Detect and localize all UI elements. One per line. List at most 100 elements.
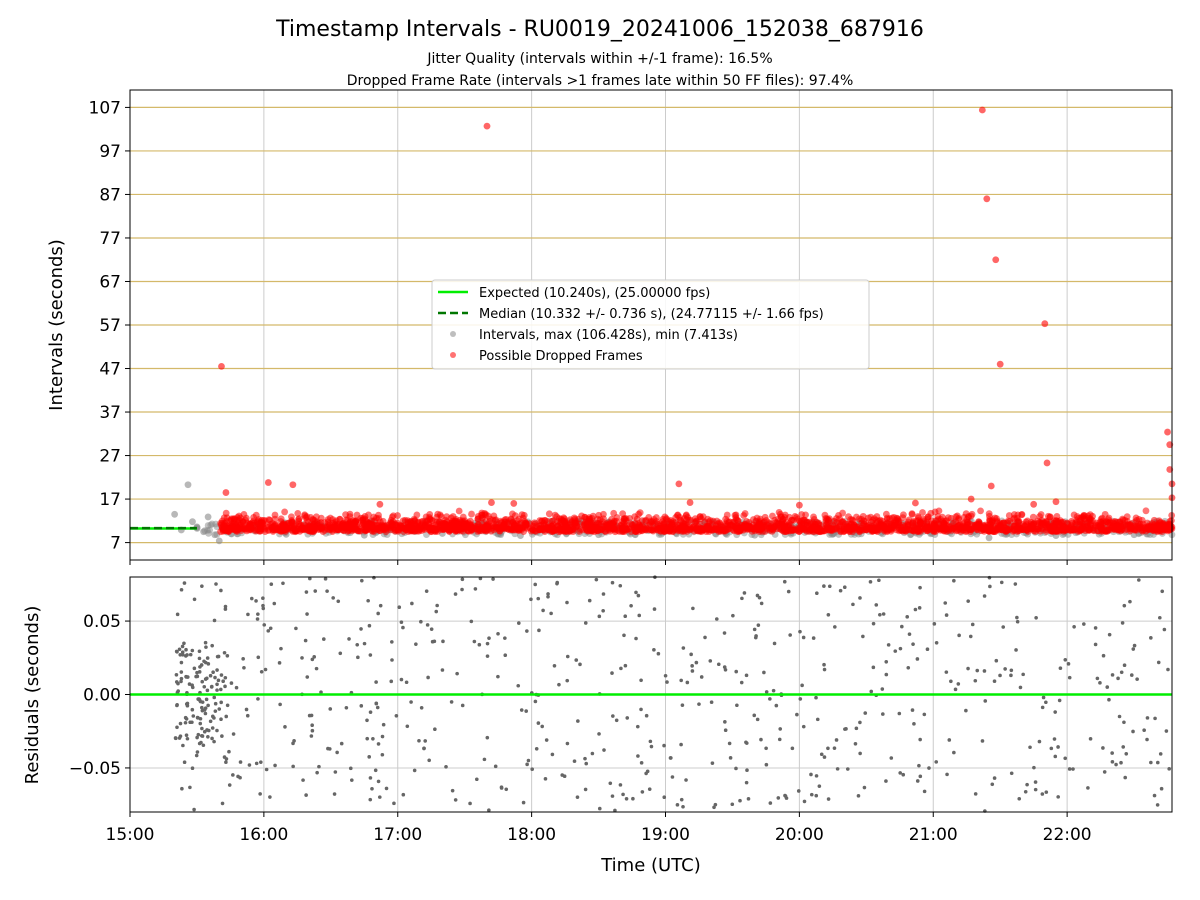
residual-point — [662, 795, 667, 800]
residual-point — [973, 792, 978, 796]
dropped-frame-point — [809, 519, 817, 527]
residual-point — [601, 608, 605, 613]
dropped-frame-point — [265, 516, 273, 524]
residual-point — [175, 725, 179, 730]
residual-point — [216, 654, 221, 659]
residual-point — [838, 588, 843, 593]
residual-point — [313, 589, 318, 593]
residual-point — [1082, 622, 1086, 626]
residual-point — [212, 618, 217, 623]
dropped-frame-point — [1142, 507, 1150, 515]
residual-point — [200, 726, 204, 731]
intervals-y-tick-label: 87 — [99, 185, 121, 205]
dropped-frame-point — [912, 499, 919, 507]
residual-point — [1122, 720, 1126, 725]
dropped-frame-point — [1029, 513, 1037, 521]
dropped-frame-point — [771, 516, 778, 524]
x-tick-label: 16:00 — [239, 825, 288, 845]
residual-point — [1122, 663, 1127, 668]
residual-point — [195, 670, 199, 675]
residual-point — [1033, 787, 1038, 792]
dropped-frame-point — [793, 514, 800, 521]
residual-point — [1149, 636, 1153, 640]
dropped-frame-point — [1166, 466, 1174, 473]
residual-point — [635, 724, 640, 729]
dropped-frame-point — [635, 510, 642, 518]
residual-point — [190, 648, 195, 653]
residual-point — [178, 721, 183, 726]
dropped-frame-point — [1089, 512, 1096, 520]
residual-point — [636, 593, 641, 598]
dropped-frame-point — [1070, 511, 1078, 519]
residual-point — [203, 711, 208, 716]
residual-point — [269, 582, 274, 587]
residual-point — [536, 596, 541, 601]
residual-point — [881, 612, 886, 616]
residual-point — [198, 721, 203, 726]
residual-point — [1044, 790, 1049, 794]
residual-point — [746, 797, 751, 801]
residual-point — [188, 720, 192, 725]
dropped-frame-point — [544, 524, 552, 532]
residual-point — [374, 680, 378, 684]
dropped-frame-point — [598, 525, 606, 533]
residual-point — [811, 636, 816, 640]
dropped-frame-point — [1010, 527, 1018, 534]
residual-point — [184, 675, 189, 679]
residual-point — [374, 701, 379, 706]
residual-point — [782, 579, 787, 584]
residual-point — [333, 770, 338, 774]
residual-point — [648, 739, 653, 744]
interval-point — [200, 528, 208, 536]
residual-point — [560, 773, 565, 777]
residual-point — [310, 657, 315, 662]
residual-point — [802, 799, 807, 804]
interval-point — [211, 531, 219, 539]
dropped-frame-point — [1037, 511, 1045, 518]
residual-point — [185, 703, 190, 708]
residual-point — [178, 652, 183, 657]
residual-point — [261, 596, 265, 601]
dropped-frame-point — [1130, 522, 1138, 530]
residual-point — [999, 580, 1004, 585]
residual-point — [368, 710, 373, 714]
residual-point — [911, 642, 915, 646]
dropped-frame-point — [724, 525, 732, 533]
residual-point — [680, 703, 685, 707]
residual-point — [1164, 729, 1169, 733]
residual-point — [1067, 767, 1072, 771]
residual-point — [1028, 745, 1032, 750]
residual-point — [534, 746, 539, 751]
residual-point — [1110, 673, 1115, 677]
legend-box — [431, 279, 870, 370]
dropped-frame-point — [1032, 520, 1040, 527]
residual-point — [684, 778, 688, 782]
residual-point — [368, 653, 373, 657]
residual-point — [453, 592, 458, 596]
dropped-frame-point — [362, 517, 369, 524]
residual-point — [412, 768, 417, 773]
residual-point — [360, 578, 364, 583]
dropped-frame-point — [281, 508, 289, 516]
residual-point — [419, 619, 423, 624]
residual-point — [1128, 599, 1132, 604]
residual-point — [1040, 705, 1045, 710]
residual-point — [174, 672, 179, 677]
dropped-frame-point — [483, 122, 491, 130]
residual-point — [1131, 647, 1136, 651]
residual-point — [822, 755, 827, 759]
dropped-frame-point — [916, 519, 924, 527]
residual-point — [256, 655, 261, 660]
residual-point — [917, 606, 922, 610]
residual-point — [1166, 667, 1170, 672]
residual-point — [376, 779, 381, 784]
dropped-frame-point — [794, 524, 802, 532]
dropped-frame-point — [277, 515, 285, 523]
dropped-frame-point — [978, 106, 986, 114]
residual-point — [1129, 673, 1134, 677]
residual-point — [1009, 668, 1014, 673]
residual-point — [256, 697, 260, 701]
residual-point — [317, 764, 321, 769]
residual-point — [473, 587, 478, 591]
residual-point — [639, 678, 643, 683]
